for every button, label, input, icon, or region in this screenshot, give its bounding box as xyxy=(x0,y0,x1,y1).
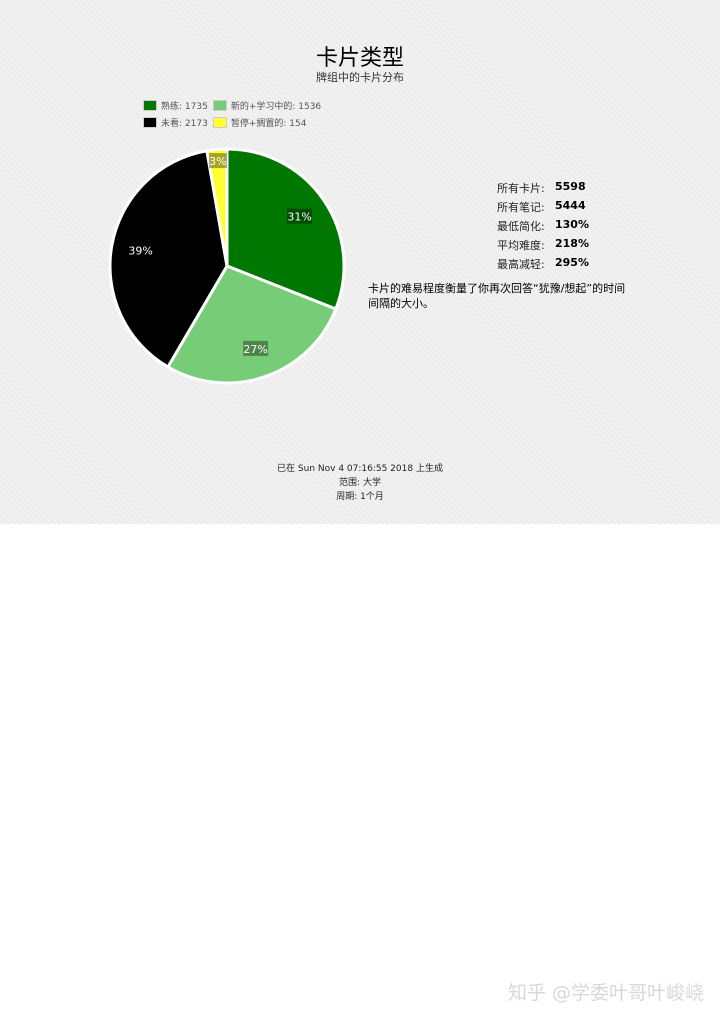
stat-value: 130% xyxy=(555,218,589,231)
slice-percent-label: 39% xyxy=(128,244,152,257)
legend-label: 暂停+搁置的: 154 xyxy=(230,119,307,129)
stat-value: 218% xyxy=(555,237,589,250)
legend-label: 未看: 2173 xyxy=(161,119,208,129)
stats-table: 所有卡片: 5598 所有笔记: 5444 最低简化: 130% 平均难度: 218% … xyxy=(497,180,589,275)
slice-percent-label: 31% xyxy=(287,211,311,224)
stat-label: 所有笔记: xyxy=(497,201,545,214)
stat-value: 295% xyxy=(555,256,589,269)
legend-swatch xyxy=(212,117,227,128)
legend-swatch xyxy=(212,100,227,111)
pie-slice-1 xyxy=(165,264,338,385)
stat-value: 5598 xyxy=(555,180,586,193)
legend-label: 熟练: 1735 xyxy=(161,102,208,112)
legend-label: 新的+学习中的: 1536 xyxy=(230,102,322,112)
stat-row: 最高减轻: 295% xyxy=(497,256,589,275)
legend-swatch xyxy=(143,117,157,128)
footer: 已在 Sun Nov 4 07:16:55 2018 上生成 范围: 大学 周期… xyxy=(0,462,720,504)
period: 周期: 1个月 xyxy=(336,492,384,502)
stat-label: 最高减轻: xyxy=(497,258,545,271)
stat-label: 最低简化: xyxy=(497,220,545,233)
chart-subtitle: 牌组中的卡片分布 xyxy=(316,71,404,84)
legend-swatch xyxy=(143,100,157,111)
slice-percent-label: 3% xyxy=(209,155,226,168)
legend-item-unseen: 未看: 2173 xyxy=(143,116,208,129)
pie-slice-0 xyxy=(225,147,346,311)
ease-note: 卡片的难易程度衡量了你再次回答“犹豫/想起”的时间间隔的大小。 xyxy=(368,282,626,310)
stat-row: 所有卡片: 5598 xyxy=(497,180,589,199)
stat-label: 所有卡片: xyxy=(497,182,545,195)
legend: 熟练: 1735 新的+学习中的: 1536 未看: 2173 暂停+搁置的: … xyxy=(143,97,326,131)
scope: 范围: 大学 xyxy=(339,478,381,488)
stat-row: 平均难度: 218% xyxy=(497,237,589,256)
legend-item-mature: 熟练: 1735 xyxy=(143,99,208,112)
stat-row: 最低简化: 130% xyxy=(497,218,589,237)
slice-label-bg xyxy=(243,340,269,356)
pie-slice-3 xyxy=(205,147,229,267)
legend-item-new-learning: 新的+学习中的: 1536 xyxy=(212,99,322,112)
pie-slice-2 xyxy=(108,149,229,370)
slice-label-bg xyxy=(208,153,227,169)
generated-time: 已在 Sun Nov 4 07:16:55 2018 上生成 xyxy=(277,464,443,474)
chart-title: 卡片类型 xyxy=(315,46,404,71)
stat-row: 所有笔记: 5444 xyxy=(497,199,589,218)
stat-value: 5444 xyxy=(555,199,586,212)
slice-percent-label: 27% xyxy=(243,343,267,356)
stat-label: 平均难度: xyxy=(497,239,545,252)
watermark: 知乎 @学委叶哥叶峻峣 xyxy=(507,982,704,1004)
slice-label-bg xyxy=(287,208,313,224)
pie-chart: 31% 27% 39% 3% xyxy=(108,147,346,385)
legend-item-suspended: 暂停+搁置的: 154 xyxy=(212,116,307,129)
